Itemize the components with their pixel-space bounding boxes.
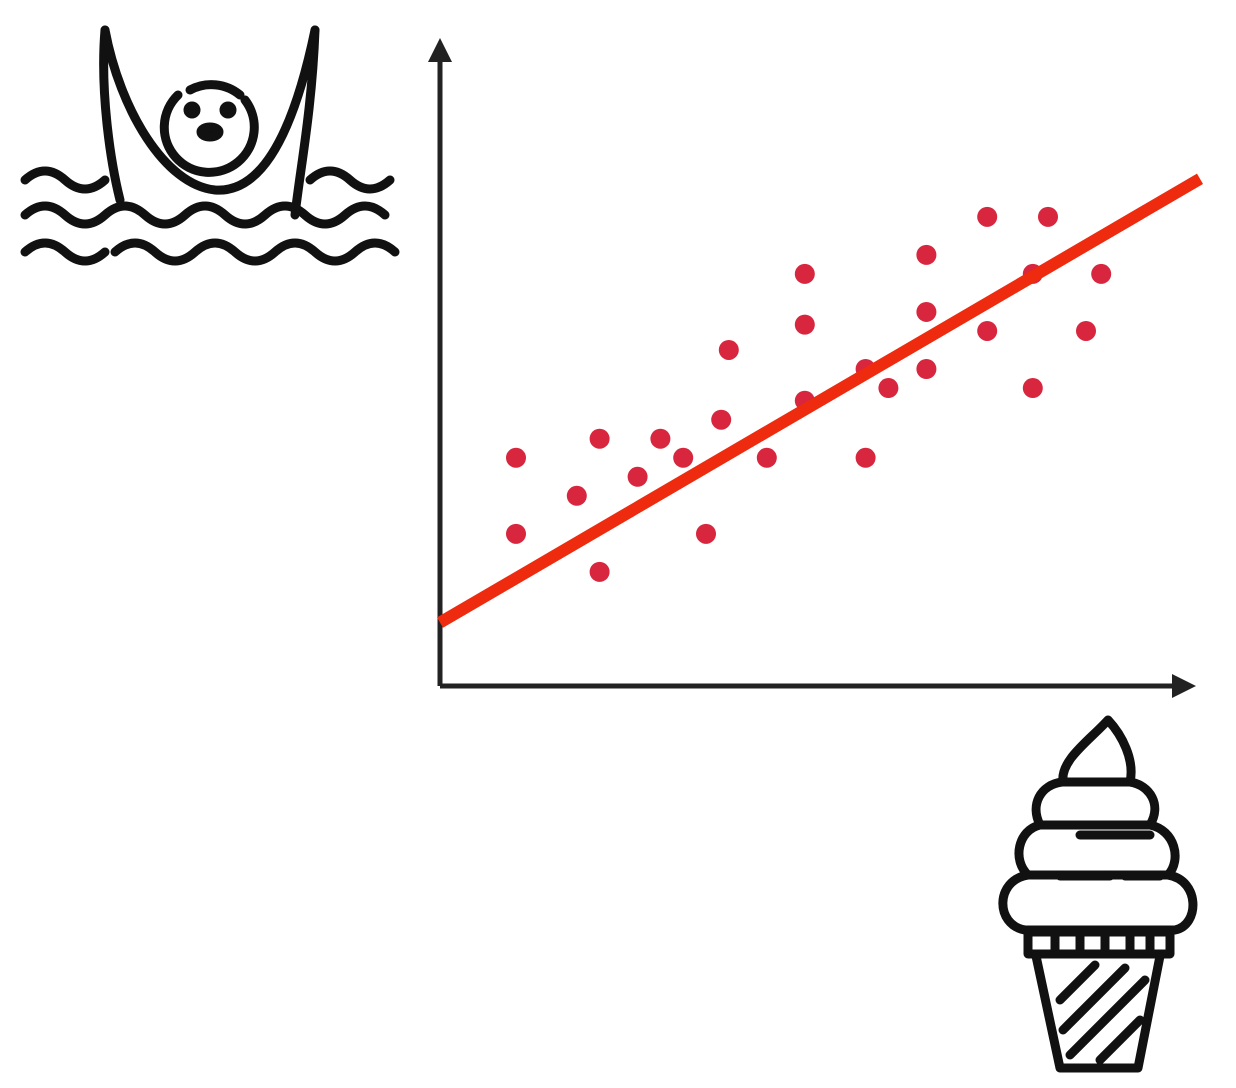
data-point xyxy=(916,301,937,322)
x-axis-arrow xyxy=(1172,674,1196,698)
y-axis-arrow xyxy=(428,38,452,62)
data-point xyxy=(916,244,937,265)
data-point xyxy=(711,409,732,430)
data-points xyxy=(506,206,1112,582)
data-point xyxy=(589,428,610,449)
data-point xyxy=(1076,320,1096,341)
data-point xyxy=(566,485,587,506)
data-point xyxy=(916,359,937,379)
data-point xyxy=(506,523,526,544)
data-point xyxy=(794,263,815,284)
data-point xyxy=(1038,206,1058,227)
data-point xyxy=(696,523,716,544)
data-point xyxy=(627,466,648,487)
drowning-person-icon xyxy=(20,25,400,266)
data-point xyxy=(756,447,777,468)
data-point xyxy=(794,314,815,335)
data-point xyxy=(718,339,739,360)
data-point xyxy=(589,561,610,582)
data-point xyxy=(977,320,998,341)
data-point xyxy=(506,447,526,468)
data-point xyxy=(977,206,998,227)
ice-cream-cone-icon xyxy=(998,715,1198,1073)
trend-line xyxy=(436,173,1204,628)
data-point xyxy=(855,447,876,468)
chart-axes xyxy=(428,38,1196,698)
data-point xyxy=(673,447,694,468)
data-point xyxy=(1091,263,1112,284)
data-point xyxy=(650,428,671,449)
data-point xyxy=(1022,378,1043,399)
data-point xyxy=(878,378,899,399)
